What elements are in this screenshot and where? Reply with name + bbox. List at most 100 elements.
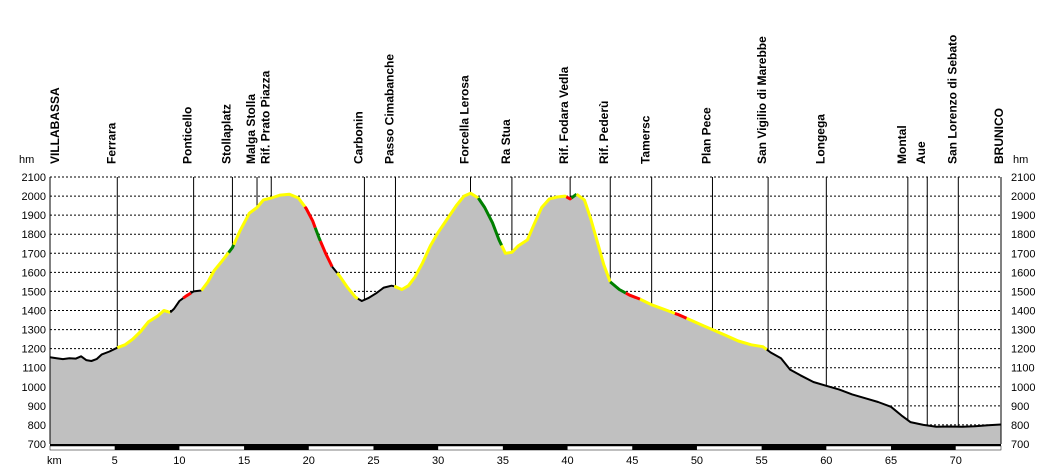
place-label-19: BRUNICO bbox=[992, 108, 1006, 164]
y-tick-label-left: 1100 bbox=[22, 363, 46, 375]
segment-road-0 bbox=[49, 346, 118, 362]
x-tick-label-40: 40 bbox=[561, 455, 573, 467]
place-label-17: Aue bbox=[914, 141, 928, 164]
y-tick-label-right: 2100 bbox=[1011, 172, 1035, 184]
y-tick-label-left: 2100 bbox=[22, 172, 46, 184]
place-label-16: Montal bbox=[895, 125, 909, 164]
place-label-10: Rif. Fodara Vedla bbox=[557, 66, 571, 164]
y-tick-label-left: 700 bbox=[28, 439, 46, 451]
segment-road-11 bbox=[331, 265, 338, 274]
y-tick-label-left: 1300 bbox=[22, 325, 46, 337]
place-label-9: Ra Stua bbox=[499, 119, 513, 164]
segment-easy-19 bbox=[575, 192, 612, 283]
x-tick-label-25: 25 bbox=[367, 455, 379, 467]
y-tick-label-right: 700 bbox=[1011, 439, 1029, 451]
y-unit-label-left: hm bbox=[19, 154, 34, 166]
plot-frame bbox=[49, 177, 1002, 446]
segment-medium-6 bbox=[227, 244, 236, 254]
y-tick-label-right: 2000 bbox=[1011, 191, 1035, 203]
route-segments bbox=[49, 191, 1002, 428]
y-tick-label-right: 1900 bbox=[1011, 210, 1035, 222]
place-label-2: Ponticello bbox=[181, 107, 195, 164]
place-label-7: Passo Cimabanche bbox=[382, 54, 396, 164]
y-tick-label-right: 1300 bbox=[1011, 325, 1035, 337]
km-scale-outline bbox=[49, 445, 1002, 451]
elevation-fill bbox=[50, 193, 1001, 444]
y-unit-label-right: hm bbox=[1013, 154, 1028, 166]
y-tick-label-left: 1000 bbox=[22, 382, 46, 394]
km-scale-bar-3 bbox=[244, 446, 309, 450]
y-tick-label-left: 800 bbox=[28, 420, 46, 432]
y-tick-label-right: 1500 bbox=[1011, 286, 1035, 298]
x-axis-ticks: 5 10 15 20 25 30 35 40 45 50 55 60 65 70 bbox=[49, 445, 1002, 467]
y-tick-label-right: 1200 bbox=[1011, 344, 1035, 356]
x-axis-baseline bbox=[50, 444, 1001, 446]
y-tick-label-left: 1500 bbox=[22, 286, 46, 298]
y-tick-label-left: 1700 bbox=[22, 248, 46, 260]
y-tick-label-left: 1200 bbox=[22, 344, 46, 356]
x-tick-label-70: 70 bbox=[950, 455, 962, 467]
segment-medium-18 bbox=[570, 192, 578, 200]
place-label-12: Tamersc bbox=[639, 115, 653, 164]
segment-easy-12 bbox=[336, 272, 359, 300]
segment-easy-1 bbox=[116, 309, 171, 350]
x-tick-label-55: 55 bbox=[756, 455, 768, 467]
km-scale-bar-11 bbox=[761, 446, 827, 450]
y-axis-ticks: 700 700 800 800 900 900 1000 1000 1100 1100 1200 12… bbox=[22, 172, 1036, 451]
segment-easy-7 bbox=[232, 192, 307, 246]
place-label-11: Rif. Pederù bbox=[597, 101, 611, 164]
segment-medium-20 bbox=[609, 280, 627, 295]
y-tick-label-left: 1400 bbox=[22, 306, 46, 318]
place-label-5: Rif. Prato Piazza bbox=[258, 70, 272, 164]
y-tick-label-right: 1700 bbox=[1011, 248, 1035, 260]
segment-road-2 bbox=[169, 297, 184, 314]
segment-road-4 bbox=[190, 289, 202, 294]
place-label-14: San Vigilio di Marebbe bbox=[755, 36, 769, 164]
km-scale-bar-9 bbox=[632, 446, 697, 450]
km-scale-bar-1 bbox=[114, 446, 180, 450]
km-scale-bar-7 bbox=[502, 446, 568, 450]
place-label-8: Forcella Lerosa bbox=[458, 75, 472, 164]
km-scale-bar-5 bbox=[373, 446, 439, 450]
place-label-18: San Lorenzo di Sebato bbox=[945, 35, 959, 164]
x-tick-label-60: 60 bbox=[820, 455, 832, 467]
y-tick-label-right: 1000 bbox=[1011, 382, 1035, 394]
x-tick-label-65: 65 bbox=[885, 455, 897, 467]
x-tick-label-35: 35 bbox=[497, 455, 509, 467]
x-tick-label-50: 50 bbox=[691, 455, 703, 467]
place-label-4: Malga Stolla bbox=[244, 94, 258, 164]
x-tick-label-20: 20 bbox=[303, 455, 315, 467]
x-tick-label-15: 15 bbox=[238, 455, 250, 467]
segment-easy-22 bbox=[639, 297, 676, 315]
y-tick-label-right: 900 bbox=[1011, 401, 1029, 413]
y-tick-label-right: 1400 bbox=[1011, 306, 1035, 318]
elevation-area bbox=[50, 193, 1001, 444]
x-tick-label-45: 45 bbox=[626, 455, 638, 467]
y-tick-label-right: 800 bbox=[1011, 420, 1029, 432]
x-tick-label-5: 5 bbox=[112, 455, 118, 467]
place-label-3: Stollaplatz bbox=[219, 104, 233, 164]
segment-easy-5 bbox=[200, 251, 230, 292]
segment-medium-15 bbox=[477, 197, 503, 246]
segment-hard-3 bbox=[182, 291, 192, 300]
segment-hard-8 bbox=[303, 205, 317, 229]
y-tick-label-left: 1900 bbox=[22, 210, 46, 222]
segment-easy-24 bbox=[686, 316, 768, 351]
km-scale-bar-13 bbox=[891, 446, 956, 450]
segment-road-25 bbox=[766, 348, 1002, 428]
segment-easy-16 bbox=[500, 194, 568, 255]
x-unit-label: km bbox=[47, 455, 62, 467]
segment-hard-17 bbox=[565, 195, 573, 201]
y-tick-label-right: 1100 bbox=[1011, 363, 1035, 375]
segment-medium-9 bbox=[313, 227, 322, 242]
y-tick-label-right: 1800 bbox=[1011, 229, 1035, 241]
place-label-0: VILLABASSA bbox=[48, 87, 62, 164]
y-tick-label-left: 2000 bbox=[22, 191, 46, 203]
x-tick-label-10: 10 bbox=[173, 455, 185, 467]
x-tick-label-30: 30 bbox=[432, 455, 444, 467]
segment-road-13 bbox=[357, 284, 395, 302]
place-label-1: Ferrara bbox=[104, 122, 118, 164]
segment-easy-14 bbox=[393, 191, 480, 291]
segment-hard-23 bbox=[674, 311, 688, 320]
